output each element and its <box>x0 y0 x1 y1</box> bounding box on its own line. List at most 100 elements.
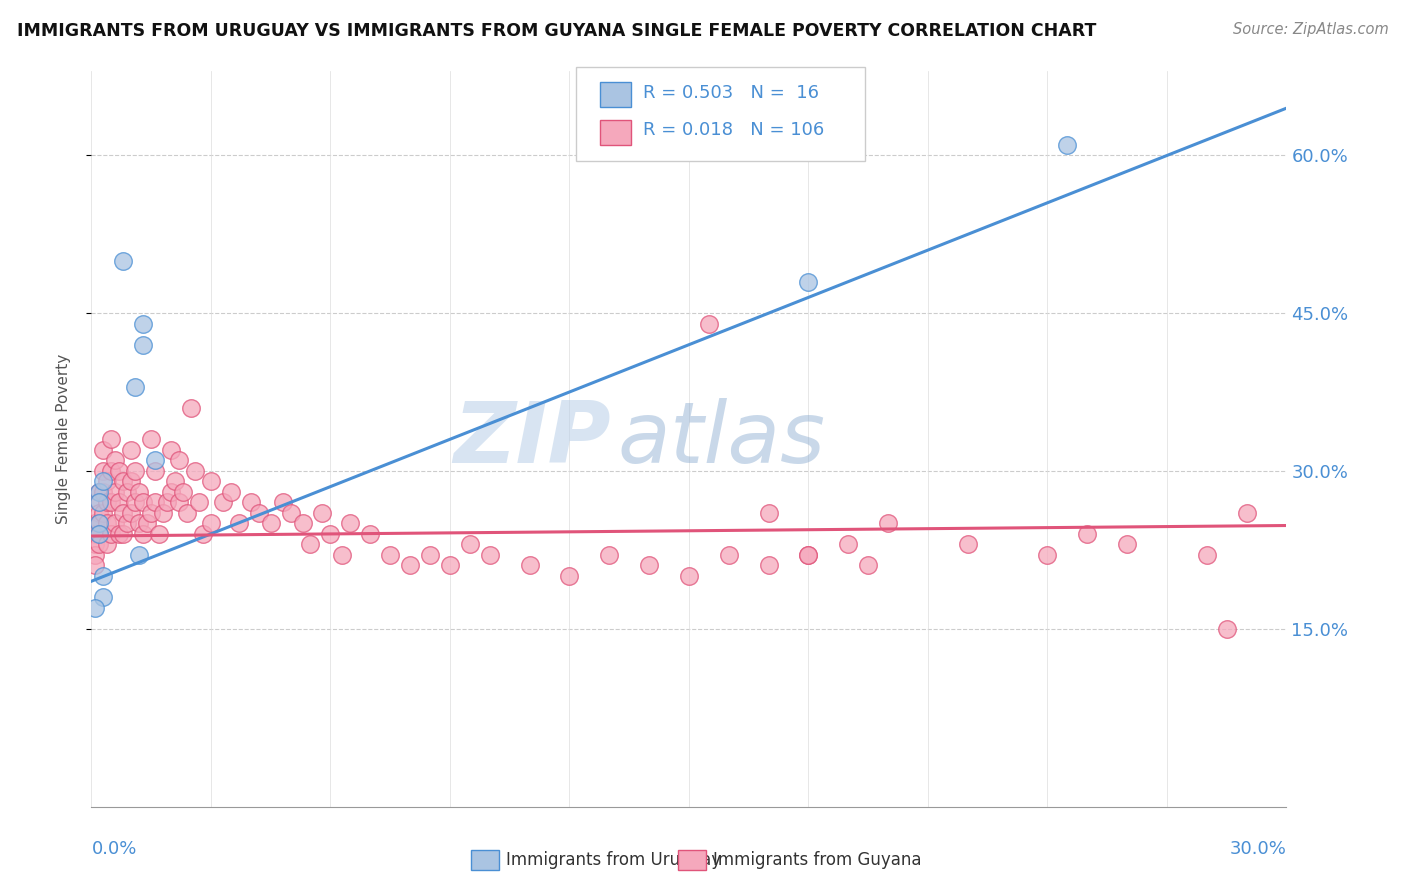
Point <box>100 495 122 509</box>
Point <box>115 484 138 499</box>
Point <box>399 558 422 573</box>
Point <box>104 516 127 531</box>
Point <box>184 464 207 478</box>
Point <box>359 527 381 541</box>
Point <box>1036 548 1059 562</box>
Point <box>89 516 111 531</box>
Text: Immigrants from Guyana: Immigrants from Guyana <box>713 851 921 869</box>
Point <box>124 380 146 394</box>
Text: Immigrants from Uruguay: Immigrants from Uruguay <box>506 851 721 869</box>
Text: 30.0%: 30.0% <box>1230 840 1286 858</box>
Text: IMMIGRANTS FROM URUGUAY VS IMMIGRANTS FROM GUYANA SINGLE FEMALE POVERTY CORRELAT: IMMIGRANTS FROM URUGUAY VS IMMIGRANTS FR… <box>17 22 1097 40</box>
Point <box>84 548 107 562</box>
Point <box>797 548 820 562</box>
Point <box>112 506 135 520</box>
Point <box>93 464 115 478</box>
Point <box>89 495 111 509</box>
Point <box>1056 138 1078 153</box>
Text: R = 0.503   N =  16: R = 0.503 N = 16 <box>643 84 818 102</box>
Point <box>124 464 146 478</box>
Point <box>167 495 190 509</box>
Point <box>141 433 162 447</box>
Point <box>152 506 174 520</box>
Point <box>191 527 214 541</box>
Point <box>211 495 233 509</box>
Point <box>143 453 166 467</box>
Point <box>108 527 131 541</box>
Point <box>89 516 111 531</box>
Point <box>219 484 242 499</box>
Point <box>141 506 162 520</box>
Text: 0.0%: 0.0% <box>91 840 136 858</box>
Point <box>89 484 111 499</box>
Point <box>136 516 159 531</box>
Point <box>104 484 127 499</box>
Point <box>132 337 155 351</box>
Point <box>311 506 333 520</box>
Point <box>439 558 461 573</box>
Point <box>419 548 441 562</box>
Point <box>108 495 131 509</box>
Point <box>228 516 250 531</box>
Point <box>478 548 501 562</box>
Point <box>96 537 118 551</box>
Point <box>758 558 780 573</box>
Point <box>239 495 262 509</box>
Point <box>124 495 146 509</box>
Point <box>271 495 294 509</box>
Point <box>89 495 111 509</box>
Point <box>339 516 361 531</box>
Point <box>132 317 155 331</box>
Point <box>84 537 107 551</box>
Point <box>598 548 620 562</box>
Point <box>717 548 740 562</box>
Point <box>96 516 118 531</box>
Point <box>299 537 322 551</box>
Point <box>89 527 111 541</box>
Point <box>143 464 166 478</box>
Point <box>247 506 270 520</box>
Point <box>678 569 700 583</box>
Point <box>160 442 183 457</box>
Point <box>291 516 314 531</box>
Point <box>89 537 111 551</box>
Point <box>837 537 859 551</box>
Point <box>176 506 198 520</box>
Point <box>458 537 481 551</box>
Point <box>93 484 115 499</box>
Point <box>1236 506 1258 520</box>
Point <box>120 442 142 457</box>
Point <box>1116 537 1139 551</box>
Point <box>877 516 900 531</box>
Point <box>104 453 127 467</box>
Point <box>1215 622 1237 636</box>
Point <box>112 527 135 541</box>
Point <box>100 433 122 447</box>
Point <box>332 548 354 562</box>
Point <box>84 516 107 531</box>
Point <box>96 475 118 489</box>
Point <box>519 558 541 573</box>
Point <box>1195 548 1218 562</box>
Y-axis label: Single Female Poverty: Single Female Poverty <box>56 354 70 524</box>
Point <box>93 506 115 520</box>
Point <box>89 527 111 541</box>
Point <box>115 516 138 531</box>
Point <box>797 275 820 289</box>
Point <box>638 558 661 573</box>
Point <box>112 475 135 489</box>
Point <box>100 527 122 541</box>
Point <box>558 569 581 583</box>
Point <box>956 537 979 551</box>
Point <box>84 600 107 615</box>
Point <box>128 484 150 499</box>
Point <box>259 516 281 531</box>
Text: R = 0.018   N = 106: R = 0.018 N = 106 <box>643 121 824 139</box>
Point <box>378 548 402 562</box>
Point <box>96 495 118 509</box>
Point <box>200 516 222 531</box>
Point <box>148 527 170 541</box>
Point <box>143 495 166 509</box>
Point <box>200 475 222 489</box>
Point <box>112 253 135 268</box>
